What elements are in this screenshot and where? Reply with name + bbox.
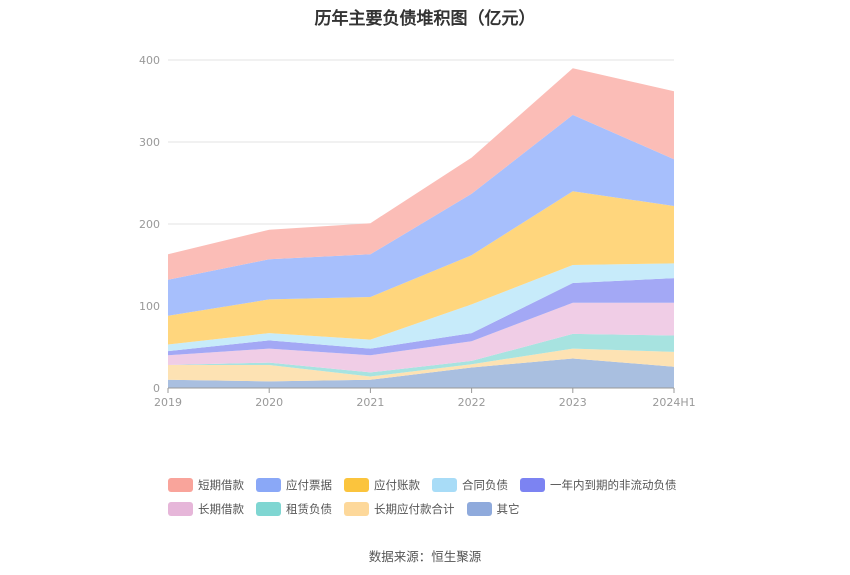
x-tick-label: 2020	[255, 396, 283, 409]
legend-swatch	[466, 502, 492, 516]
legend-item[interactable]: 一年内到期的非流动负债	[520, 477, 677, 493]
legend-swatch	[520, 478, 545, 492]
legend-row: 长期借款 租赁负债 长期应付款合计 其它	[168, 497, 728, 521]
legend-swatch	[168, 478, 193, 492]
x-tick-label: 2022	[458, 396, 486, 409]
x-tick-label: 2023	[559, 396, 587, 409]
y-tick-label: 0	[153, 382, 160, 395]
area-series	[168, 68, 674, 388]
legend-label: 应付票据	[286, 478, 332, 492]
legend-label: 合同负债	[462, 478, 508, 492]
legend-item[interactable]: 租赁负债	[256, 501, 332, 517]
legend-swatch	[344, 478, 369, 492]
y-tick-label: 300	[139, 136, 160, 149]
y-tick-label: 400	[139, 54, 160, 67]
area-长期应付款合计	[168, 348, 674, 382]
legend-item[interactable]: 长期应付款合计	[344, 501, 455, 517]
legend-item[interactable]: 长期借款	[168, 501, 244, 517]
legend-label: 长期应付款合计	[374, 502, 455, 516]
legend-swatch	[168, 502, 193, 516]
legend-row: 短期借款 应付票据 应付账款 合同负债 一年内到期的非流动负债	[168, 473, 728, 497]
area-一年内到期的非流动负债	[168, 278, 674, 356]
x-tick-label: 2024H1	[652, 396, 695, 409]
legend-item[interactable]: 其它	[466, 501, 520, 517]
area-短期借款	[168, 68, 674, 280]
area-租赁负债	[168, 333, 674, 377]
legend-label: 一年内到期的非流动负债	[550, 478, 677, 492]
y-tick-label: 200	[139, 218, 160, 231]
x-tick-labels: 2019 2020 2021 2022 2023 2024H1	[154, 396, 696, 409]
legend-item[interactable]: 合同负债	[432, 477, 508, 493]
legend-item[interactable]: 短期借款	[168, 477, 244, 493]
legend-swatch	[344, 502, 369, 516]
data-source: 数据来源：恒生聚源	[368, 549, 482, 564]
legend: 短期借款 应付票据 应付账款 合同负债 一年内到期的非流动负债 长期借款 租赁负债 长期应付…	[168, 473, 728, 521]
area-长期借款	[168, 302, 674, 373]
legend-label: 短期借款	[198, 478, 244, 492]
x-tick-label: 2021	[356, 396, 384, 409]
legend-item[interactable]: 应付票据	[256, 477, 332, 493]
legend-label: 应付账款	[374, 478, 420, 492]
legend-item[interactable]: 应付账款	[344, 477, 420, 493]
y-tick-labels: 0 100 200 300 400	[139, 54, 160, 395]
area-合同负债	[168, 263, 674, 352]
legend-swatch	[432, 478, 457, 492]
area-其它	[168, 358, 674, 388]
chart-title: 历年主要负债堆积图（亿元）	[314, 9, 536, 29]
legend-swatch	[256, 478, 281, 492]
area-应付票据	[168, 114, 674, 316]
legend-label: 租赁负债	[286, 502, 332, 516]
y-tick-label: 100	[139, 300, 160, 313]
legend-label: 其它	[496, 502, 520, 516]
area-应付账款	[168, 191, 674, 345]
x-tick-label: 2019	[154, 396, 182, 409]
legend-label: 长期借款	[198, 502, 244, 516]
axes	[167, 387, 675, 393]
legend-swatch	[256, 502, 281, 516]
